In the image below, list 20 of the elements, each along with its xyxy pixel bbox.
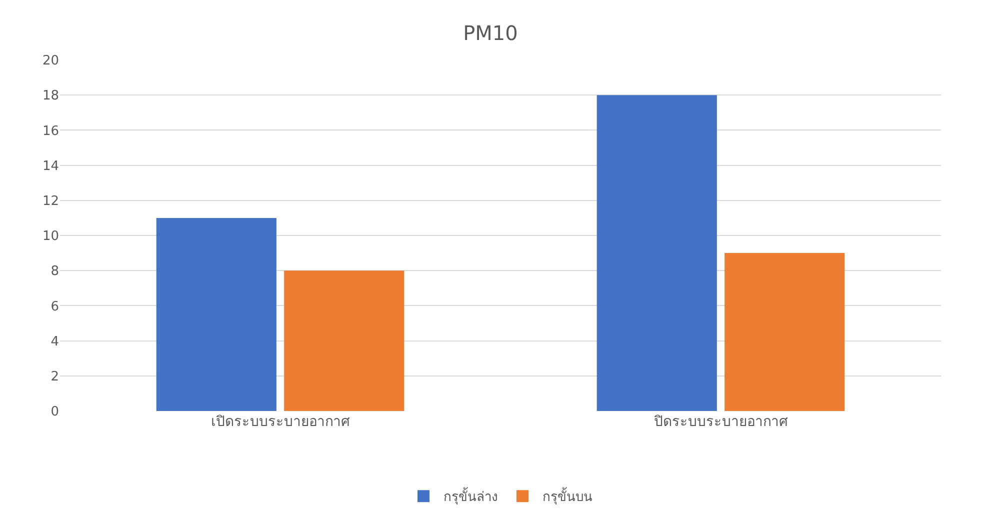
- legend-label: กรุขั้นบน: [542, 487, 592, 506]
- bar: [724, 253, 845, 411]
- y-tick-label: 2: [50, 369, 59, 384]
- x-tick-label: เปิดระบบระบายอากาศ: [210, 414, 350, 430]
- y-tick-label: 6: [50, 299, 59, 314]
- bar: [284, 270, 404, 411]
- y-tick-label: 14: [42, 158, 59, 174]
- y-tick-label: 18: [42, 88, 59, 104]
- bar: [596, 95, 717, 411]
- bar: [156, 218, 276, 411]
- y-tick-label: 16: [42, 124, 59, 139]
- y-tick-label: 0: [50, 404, 59, 420]
- y-tick-label: 12: [42, 194, 59, 209]
- y-tick-label: 8: [50, 264, 59, 280]
- legend-label: กรุขั้นล่าง: [444, 487, 498, 506]
- chart-title: PM10: [463, 21, 518, 46]
- y-tick-label: 20: [42, 54, 59, 69]
- y-tick-label: 4: [50, 334, 59, 350]
- x-tick-label: ปิดระบบระบายอากาศ: [654, 414, 788, 430]
- y-tick-label: 10: [42, 229, 59, 244]
